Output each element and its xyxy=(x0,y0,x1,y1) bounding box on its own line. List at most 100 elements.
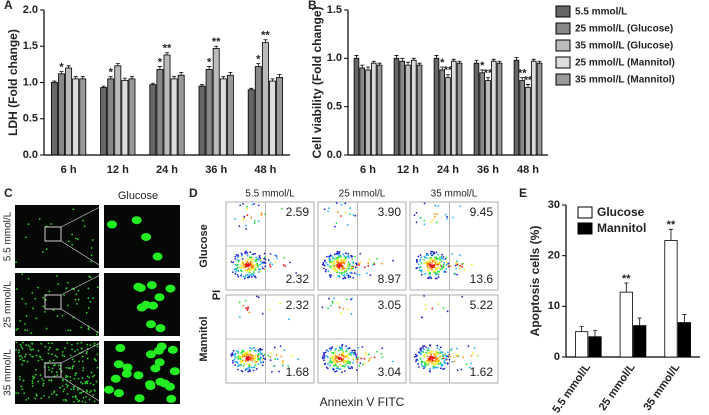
bar xyxy=(485,80,491,156)
event xyxy=(250,366,253,369)
cell xyxy=(29,348,32,351)
event xyxy=(246,273,249,276)
event xyxy=(327,350,330,353)
cell xyxy=(18,355,21,358)
bar xyxy=(359,67,366,156)
significance-mark: * xyxy=(158,56,163,68)
event xyxy=(425,346,427,349)
event xyxy=(419,258,422,261)
event xyxy=(363,362,366,365)
event xyxy=(367,265,370,267)
event xyxy=(335,222,338,225)
event xyxy=(359,252,362,255)
event xyxy=(334,370,336,373)
event xyxy=(261,266,264,268)
event xyxy=(257,264,260,267)
event xyxy=(343,259,346,261)
cell xyxy=(67,240,70,243)
event xyxy=(242,202,245,205)
event xyxy=(336,361,339,363)
event xyxy=(263,353,266,356)
event xyxy=(340,261,343,264)
cell xyxy=(50,353,53,356)
event xyxy=(352,349,355,352)
event xyxy=(333,253,336,256)
cell xyxy=(80,341,83,344)
cell xyxy=(54,354,57,357)
cell xyxy=(63,388,66,391)
error-bar xyxy=(172,76,177,79)
cell xyxy=(45,248,48,251)
event xyxy=(422,365,425,368)
event xyxy=(456,273,459,276)
event xyxy=(341,365,344,368)
event xyxy=(336,367,339,370)
event xyxy=(275,255,278,257)
cell xyxy=(51,342,53,345)
event xyxy=(351,266,353,269)
cell xyxy=(21,357,24,359)
cell xyxy=(84,381,87,384)
event xyxy=(246,254,249,257)
event xyxy=(445,256,448,259)
cell xyxy=(42,250,44,253)
cell xyxy=(65,366,68,369)
error-bar xyxy=(514,56,519,61)
cell xyxy=(65,374,68,377)
event xyxy=(339,255,341,258)
error-bar xyxy=(520,77,525,81)
event xyxy=(345,345,348,347)
cell xyxy=(76,342,79,345)
cell xyxy=(85,351,88,353)
legend-swatch xyxy=(577,222,593,235)
event xyxy=(431,350,434,353)
bar xyxy=(530,60,537,156)
legend-label: 25 mmol/L (Mannitol) xyxy=(575,58,675,69)
event xyxy=(347,308,350,311)
cell xyxy=(75,302,78,305)
event xyxy=(253,203,256,205)
cell xyxy=(71,348,74,351)
bar xyxy=(536,62,543,156)
event xyxy=(289,261,291,264)
event xyxy=(343,271,346,274)
cell xyxy=(93,342,96,345)
event xyxy=(350,352,353,355)
bar xyxy=(575,331,589,358)
event xyxy=(434,263,437,266)
event xyxy=(467,345,470,348)
event xyxy=(432,365,434,368)
event xyxy=(352,261,355,264)
cell xyxy=(19,343,22,346)
event xyxy=(355,353,357,356)
cell xyxy=(55,348,58,351)
cell-zoom xyxy=(155,377,166,386)
event xyxy=(246,309,249,311)
quadrant-upper: 3.90 xyxy=(378,205,402,219)
event xyxy=(344,211,347,214)
event xyxy=(267,259,270,262)
cell xyxy=(59,368,61,370)
event xyxy=(334,354,337,357)
event xyxy=(439,352,441,355)
event xyxy=(440,260,443,263)
cell xyxy=(20,355,22,357)
event xyxy=(350,313,353,315)
event xyxy=(347,274,350,277)
event xyxy=(325,255,328,258)
event xyxy=(232,359,234,362)
cell xyxy=(89,382,92,385)
event xyxy=(342,266,344,269)
event xyxy=(367,262,370,265)
event xyxy=(440,257,443,260)
event xyxy=(295,272,298,274)
event xyxy=(256,262,259,265)
event xyxy=(323,264,326,267)
event xyxy=(429,357,432,360)
event xyxy=(322,355,324,357)
cell-zoom xyxy=(106,220,117,229)
event xyxy=(437,276,440,279)
event xyxy=(357,356,360,359)
cell xyxy=(41,358,43,361)
event xyxy=(244,275,247,278)
